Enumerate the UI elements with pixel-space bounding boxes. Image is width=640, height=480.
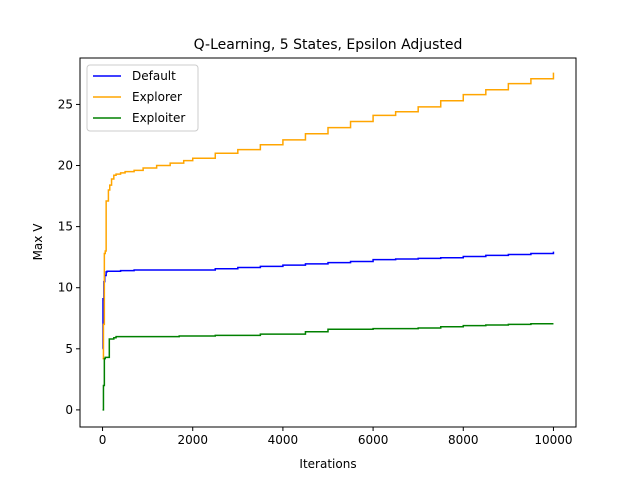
y-axis-label: Max V (31, 223, 45, 261)
chart-title: Q-Learning, 5 States, Epsilon Adjusted (194, 37, 463, 53)
x-tick-label: 10000 (534, 433, 572, 447)
x-tick-label: 6000 (358, 433, 389, 447)
legend: Default Explorer Exploiter (86, 64, 199, 132)
y-tick-label: 15 (58, 220, 73, 234)
plot-frame (79, 57, 577, 428)
x-tick-label: 4000 (268, 433, 299, 447)
legend-label-default: Default (132, 69, 176, 83)
x-tick-label: 2000 (177, 433, 208, 447)
plot-lines (102, 72, 555, 411)
x-tick-label: 8000 (448, 433, 479, 447)
x-axis: 0 2000 4000 6000 8000 10000 (99, 427, 573, 447)
y-tick-label: 10 (58, 281, 73, 295)
series-line-default (102, 251, 555, 350)
legend-label-explorer: Explorer (132, 90, 182, 104)
x-axis-label: Iterations (299, 457, 356, 471)
y-axis: 0 5 10 15 20 25 (58, 97, 80, 417)
y-tick-label: 25 (58, 97, 73, 111)
y-tick-label: 20 (58, 159, 73, 173)
x-tick-label: 0 (99, 433, 107, 447)
legend-box (86, 64, 199, 132)
y-tick-label: 5 (65, 342, 73, 356)
legend-label-exploiter: Exploiter (132, 111, 185, 125)
series-line-exploiter (102, 323, 554, 411)
y-tick-label: 0 (65, 403, 73, 417)
series-line-explorer (102, 72, 555, 360)
